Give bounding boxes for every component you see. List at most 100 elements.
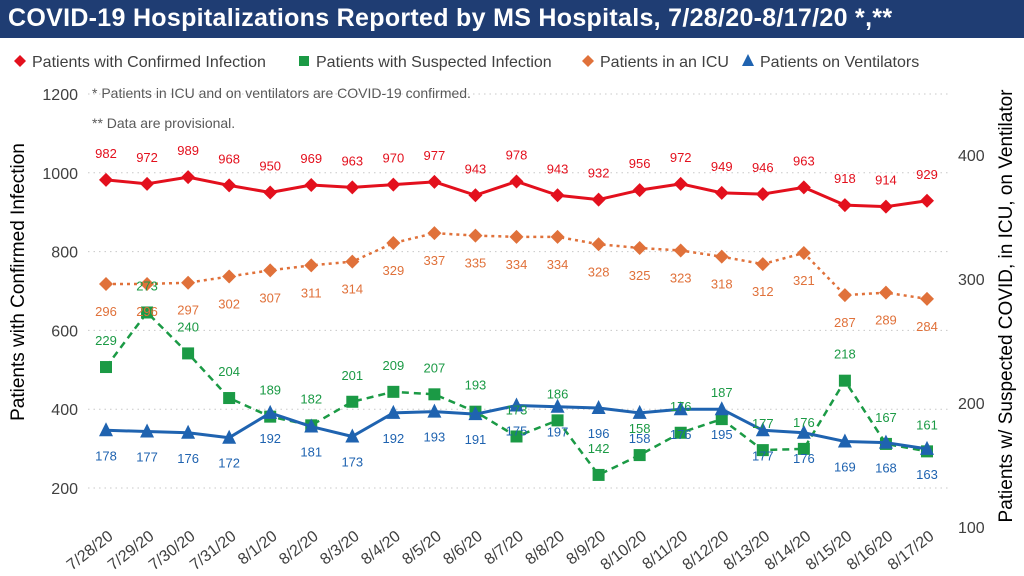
data-point [796,245,811,260]
data-point [509,174,524,189]
data-point [140,276,155,291]
data-point [263,263,278,278]
data-point [674,426,687,439]
data-label: 163 [916,467,938,482]
data-point [714,249,729,264]
data-point [837,433,852,448]
data-point [99,172,113,187]
x-tick-label: 7/31/20 [187,528,240,574]
data-label: 177 [752,448,774,463]
data-label: 914 [875,173,897,188]
data-point [632,241,647,255]
data-point [222,269,237,284]
data-label: 158 [629,431,651,446]
legend-label: Patients with Confirmed Infection [32,54,266,71]
data-point [304,258,319,273]
data-label: 177 [136,450,158,465]
data-label: 968 [218,151,240,166]
data-point [920,291,934,306]
data-point [551,414,564,427]
data-label: 323 [670,270,692,285]
x-tick-label: 8/4/20 [358,528,404,569]
data-point [714,401,729,416]
data-label: 329 [382,263,404,278]
y-right-tick-label: 400 [958,148,985,165]
data-label: 168 [875,461,897,476]
data-label: 972 [136,150,158,165]
data-point [222,429,237,444]
y-axis-right: 100 200 300 400 [958,148,985,537]
data-label: 181 [300,445,322,460]
data-point [591,399,606,414]
data-label: 321 [793,273,815,288]
data-point [632,183,647,198]
data-label: 182 [300,391,322,406]
data-point [714,185,729,200]
x-tick-label: 7/30/20 [146,528,199,574]
x-tick-label: 7/29/20 [105,528,158,574]
data-label: 187 [711,385,733,400]
data-label: 932 [588,166,610,181]
data-point [304,418,319,433]
data-label: 334 [506,257,528,272]
data-label: 969 [300,151,322,166]
data-point [878,285,893,300]
data-point [510,430,523,443]
data-label: 240 [177,319,199,334]
data-point [222,178,237,193]
x-tick-label: 8/8/20 [522,528,568,569]
data-label: 193 [465,378,487,393]
data-point [427,174,442,189]
data-point [742,54,754,66]
data-label: 176 [670,399,692,414]
data-label: 201 [341,368,363,383]
data-label: 972 [670,150,692,165]
data-point [878,434,893,449]
data-label: 314 [341,282,363,297]
y-right-tick-label: 300 [958,272,985,289]
gridlines [88,93,950,489]
data-label: 209 [382,358,404,373]
data-point [755,257,770,272]
y-left-tick-label: 400 [51,402,78,419]
data-point [345,180,360,195]
data-label: 176 [670,427,692,442]
data-point [837,288,852,303]
data-point [796,424,811,439]
data-point [550,398,565,413]
y-right-tick-label: 200 [958,396,985,413]
data-label: 186 [547,386,569,401]
x-tick-label: 8/6/20 [440,528,486,569]
x-tick-label: 8/15/20 [803,528,856,574]
y-axis-right-label: Patients w/ Suspected COVID, in ICU, on … [996,89,1017,523]
data-label: 302 [218,297,240,312]
data-point [386,404,401,419]
data-point [99,422,113,437]
x-tick-label: 8/2/20 [276,528,322,569]
data-label: 196 [588,426,610,441]
data-point [591,237,606,252]
x-tick-label: 8/14/20 [762,528,815,574]
x-tick-label: 8/10/20 [598,528,651,574]
data-point [550,188,565,203]
data-label: 177 [752,416,774,431]
data-label: 161 [916,417,938,432]
data-label: 335 [465,256,487,271]
data-label: 287 [834,315,856,330]
data-point [181,275,196,290]
data-point [386,236,401,251]
data-label: 311 [301,285,322,300]
data-point [345,428,360,443]
data-label: 978 [506,147,528,162]
data-label: 989 [177,143,199,158]
data-label: 284 [916,319,938,334]
data-point [550,229,565,244]
y-left-tick-label: 1000 [42,166,78,183]
data-point [592,468,605,481]
data-labels-layer: 982 972 989 968 950 969 963 970 977 943 978 943 932 9… [95,143,938,482]
y-left-tick-label: 1200 [42,87,78,104]
data-point [837,198,852,213]
x-tick-label: 8/13/20 [721,528,774,574]
y-axis-left-label: Patients with Confirmed Infection [8,143,29,421]
data-label: 943 [547,161,569,176]
